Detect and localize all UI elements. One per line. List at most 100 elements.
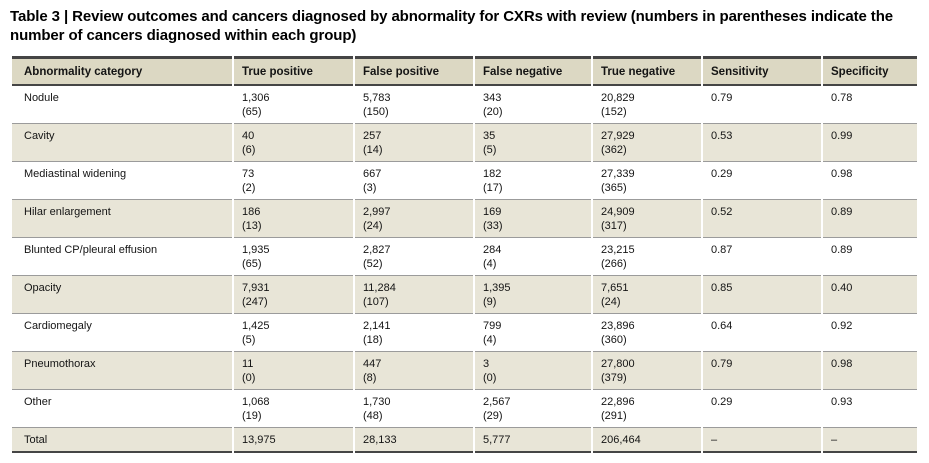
value-cell: 27,800 (379): [593, 351, 701, 390]
value-main: 73: [242, 167, 255, 180]
value-cell: 35 (5): [475, 123, 591, 162]
value-cell: 23,215 (266): [593, 237, 701, 276]
value-cell: 0.98: [823, 351, 917, 390]
value-cell: 2,141 (18): [355, 313, 473, 352]
value-cancer-count: (0): [242, 371, 256, 384]
value-cancer-count: (9): [483, 295, 497, 308]
value-cell: 0.29: [703, 161, 821, 200]
value-cell: 0.87: [703, 237, 821, 276]
value-cancer-count: (317): [601, 219, 627, 232]
value-cell: 28,133: [355, 427, 473, 453]
value-cancer-count: (6): [242, 143, 256, 156]
value-cell: 0.40: [823, 275, 917, 314]
value-main: 23,896: [601, 319, 635, 332]
value-main: 182: [483, 167, 502, 180]
value-cell: 182 (17): [475, 161, 591, 200]
value-main: 0.87: [711, 243, 733, 256]
table-row-cavity: Cavity 40 (6) 257 (14) 35 (5) 27,929 (362) 0.53 0.…: [12, 123, 917, 162]
value-cell: 343 (20): [475, 85, 591, 124]
value-cell: 3 (0): [475, 351, 591, 390]
value-main: 1,425: [242, 319, 270, 332]
review-outcomes-table: Abnormality category True positive False p…: [10, 55, 919, 453]
table-row-blunted-cp-pleural-effusion: Blunted CP/pleural effusion 1,935 (65) 2,82…: [12, 237, 917, 276]
category-cell: Nodule: [12, 85, 232, 124]
value-cell: –: [823, 427, 917, 453]
value-cancer-count: (247): [242, 295, 268, 308]
value-cancer-count: (291): [601, 409, 627, 422]
value-main: 2,997: [363, 205, 391, 218]
value-cancer-count: (13): [242, 219, 262, 232]
value-cell: 7,931 (247): [234, 275, 353, 314]
value-cell: 667 (3): [355, 161, 473, 200]
table-row-cardiomegaly: Cardiomegaly 1,425 (5) 2,141 (18) 799 (4) 23,89…: [12, 313, 917, 352]
value-main: 1,395: [483, 281, 511, 294]
value-main: 35: [483, 129, 496, 142]
value-cell: 7,651 (24): [593, 275, 701, 314]
value-cell: 11,284 (107): [355, 275, 473, 314]
value-cell: 0.85: [703, 275, 821, 314]
value-cancer-count: (24): [363, 219, 383, 232]
value-cell: 799 (4): [475, 313, 591, 352]
column-header-false-negative: False negative: [475, 55, 591, 86]
value-cancer-count: (33): [483, 219, 503, 232]
value-main: 0.99: [831, 129, 853, 142]
value-cell: 0.78: [823, 85, 917, 124]
value-cancer-count: (3): [363, 181, 377, 194]
value-cell: –: [703, 427, 821, 453]
value-main: 0.93: [831, 395, 853, 408]
value-cell: 0.89: [823, 199, 917, 238]
value-cell: 284 (4): [475, 237, 591, 276]
value-cancer-count: (362): [601, 143, 627, 156]
value-cell: 11 (0): [234, 351, 353, 390]
value-cancer-count: (5): [242, 333, 256, 346]
value-main: 0.79: [711, 91, 733, 104]
value-cell: 2,997 (24): [355, 199, 473, 238]
value-cell: 257 (14): [355, 123, 473, 162]
value-main: 0.78: [831, 91, 853, 104]
value-main: 27,800: [601, 357, 635, 370]
table-header-row: Abnormality category True positive False p…: [12, 55, 917, 86]
value-cell: 24,909 (317): [593, 199, 701, 238]
value-cancer-count: (14): [363, 143, 383, 156]
value-cell: 1,425 (5): [234, 313, 353, 352]
table-row-opacity: Opacity 7,931 (247) 11,284 (107) 1,395 (9) 7,65…: [12, 275, 917, 314]
value-cell: 27,339 (365): [593, 161, 701, 200]
value-main: 1,068: [242, 395, 270, 408]
value-cell: 22,896 (291): [593, 389, 701, 428]
value-cancer-count: (107): [363, 295, 389, 308]
table-row-pneumothorax: Pneumothorax 11 (0) 447 (8) 3 (0) 27,800 (379) 0.…: [12, 351, 917, 390]
value-main: 27,339: [601, 167, 635, 180]
value-main: 0.89: [831, 243, 853, 256]
value-main: 13,975: [242, 433, 276, 446]
value-cell: 5,777: [475, 427, 591, 453]
value-main: 0.29: [711, 167, 733, 180]
value-cancer-count: (52): [363, 257, 383, 270]
value-cell: 447 (8): [355, 351, 473, 390]
value-main: 447: [363, 357, 382, 370]
value-main: 7,931: [242, 281, 270, 294]
value-cell: 0.79: [703, 351, 821, 390]
value-cell: 40 (6): [234, 123, 353, 162]
value-main: 22,896: [601, 395, 635, 408]
value-cancer-count: (5): [483, 143, 497, 156]
value-main: 0.89: [831, 205, 853, 218]
value-cell: 0.93: [823, 389, 917, 428]
value-cancer-count: (150): [363, 105, 389, 118]
value-main: 257: [363, 129, 382, 142]
column-header-sensitivity: Sensitivity: [703, 55, 821, 86]
value-main: 0.98: [831, 357, 853, 370]
page: Table 3 | Review outcomes and cancers di…: [10, 8, 919, 453]
value-cell: 23,896 (360): [593, 313, 701, 352]
value-main: 0.98: [831, 167, 853, 180]
value-cell: 0.53: [703, 123, 821, 162]
value-main: 28,133: [363, 433, 397, 446]
column-header-true-positive: True positive: [234, 55, 353, 86]
value-main: 0.53: [711, 129, 733, 142]
value-cancer-count: (2): [242, 181, 256, 194]
value-cell: 1,068 (19): [234, 389, 353, 428]
value-main: 0.85: [711, 281, 733, 294]
value-main: 0.40: [831, 281, 853, 294]
value-cell: 2,567 (29): [475, 389, 591, 428]
value-cell: 20,829 (152): [593, 85, 701, 124]
value-main: 1,935: [242, 243, 270, 256]
